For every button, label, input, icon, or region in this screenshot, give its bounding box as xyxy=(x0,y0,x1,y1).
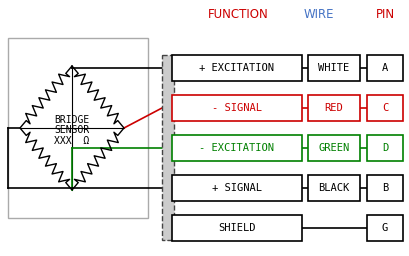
Text: - SIGNAL: - SIGNAL xyxy=(211,103,261,113)
Text: G: G xyxy=(381,223,387,233)
Text: + EXCITATION: + EXCITATION xyxy=(199,63,274,73)
Text: D: D xyxy=(381,143,387,153)
Text: GREEN: GREEN xyxy=(318,143,349,153)
Bar xyxy=(307,135,359,161)
Text: WIRE: WIRE xyxy=(303,7,333,20)
Bar xyxy=(172,135,301,161)
Bar xyxy=(8,38,148,218)
Text: SENSOR: SENSOR xyxy=(54,125,90,135)
Text: B: B xyxy=(381,183,387,193)
Text: SHIELD: SHIELD xyxy=(218,223,255,233)
Text: XXX  Ω: XXX Ω xyxy=(54,136,90,146)
Bar xyxy=(366,175,402,201)
Bar xyxy=(366,135,402,161)
Text: PIN: PIN xyxy=(375,7,393,20)
Text: FUNCTION: FUNCTION xyxy=(207,7,268,20)
Bar xyxy=(172,95,301,121)
Bar xyxy=(172,55,301,81)
Bar xyxy=(162,55,173,240)
Bar xyxy=(366,95,402,121)
Text: + SIGNAL: + SIGNAL xyxy=(211,183,261,193)
Text: C: C xyxy=(381,103,387,113)
Bar xyxy=(366,215,402,241)
Bar xyxy=(307,95,359,121)
Text: BRIDGE: BRIDGE xyxy=(54,115,90,125)
Bar xyxy=(307,55,359,81)
Bar xyxy=(366,55,402,81)
Text: - EXCITATION: - EXCITATION xyxy=(199,143,274,153)
Text: WHITE: WHITE xyxy=(318,63,349,73)
Text: RED: RED xyxy=(324,103,343,113)
Bar xyxy=(307,175,359,201)
Text: A: A xyxy=(381,63,387,73)
Text: BLACK: BLACK xyxy=(318,183,349,193)
Bar xyxy=(172,215,301,241)
Bar xyxy=(172,175,301,201)
